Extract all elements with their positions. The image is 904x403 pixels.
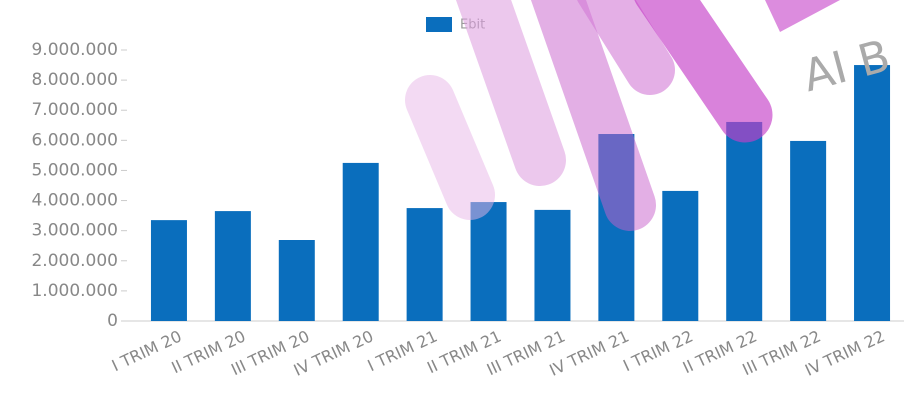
stripe	[530, 0, 656, 231]
y-tick-label: 1.000.000	[31, 281, 118, 301]
y-tick-label: 2.000.000	[31, 251, 118, 271]
bar	[150, 220, 187, 321]
bar	[342, 162, 379, 321]
stripe	[455, 0, 566, 186]
stripe	[765, 0, 840, 32]
bar	[406, 208, 443, 321]
y-tick-label: 8.000.000	[31, 70, 118, 90]
y-tick-label: 4.000.000	[31, 191, 118, 211]
y-tick-label: 3.000.000	[31, 221, 118, 241]
bar	[726, 121, 763, 322]
bar	[470, 202, 507, 321]
bar	[278, 240, 315, 321]
legend-swatch	[426, 17, 452, 32]
stripe	[577, 0, 675, 95]
y-tick-label: 0	[107, 311, 118, 331]
stripe	[634, 0, 773, 143]
bar	[662, 190, 699, 321]
bar	[854, 65, 891, 321]
y-tick-label: 5.000.000	[31, 160, 118, 180]
y-tick-label: 9.000.000	[31, 40, 118, 60]
bar	[790, 140, 827, 321]
y-tick-label: 7.000.000	[31, 100, 118, 120]
watermark-stripes	[405, 0, 773, 231]
stripe	[405, 75, 495, 220]
bar	[214, 211, 251, 321]
y-tick-label: 6.000.000	[31, 130, 118, 150]
bar	[534, 209, 571, 321]
